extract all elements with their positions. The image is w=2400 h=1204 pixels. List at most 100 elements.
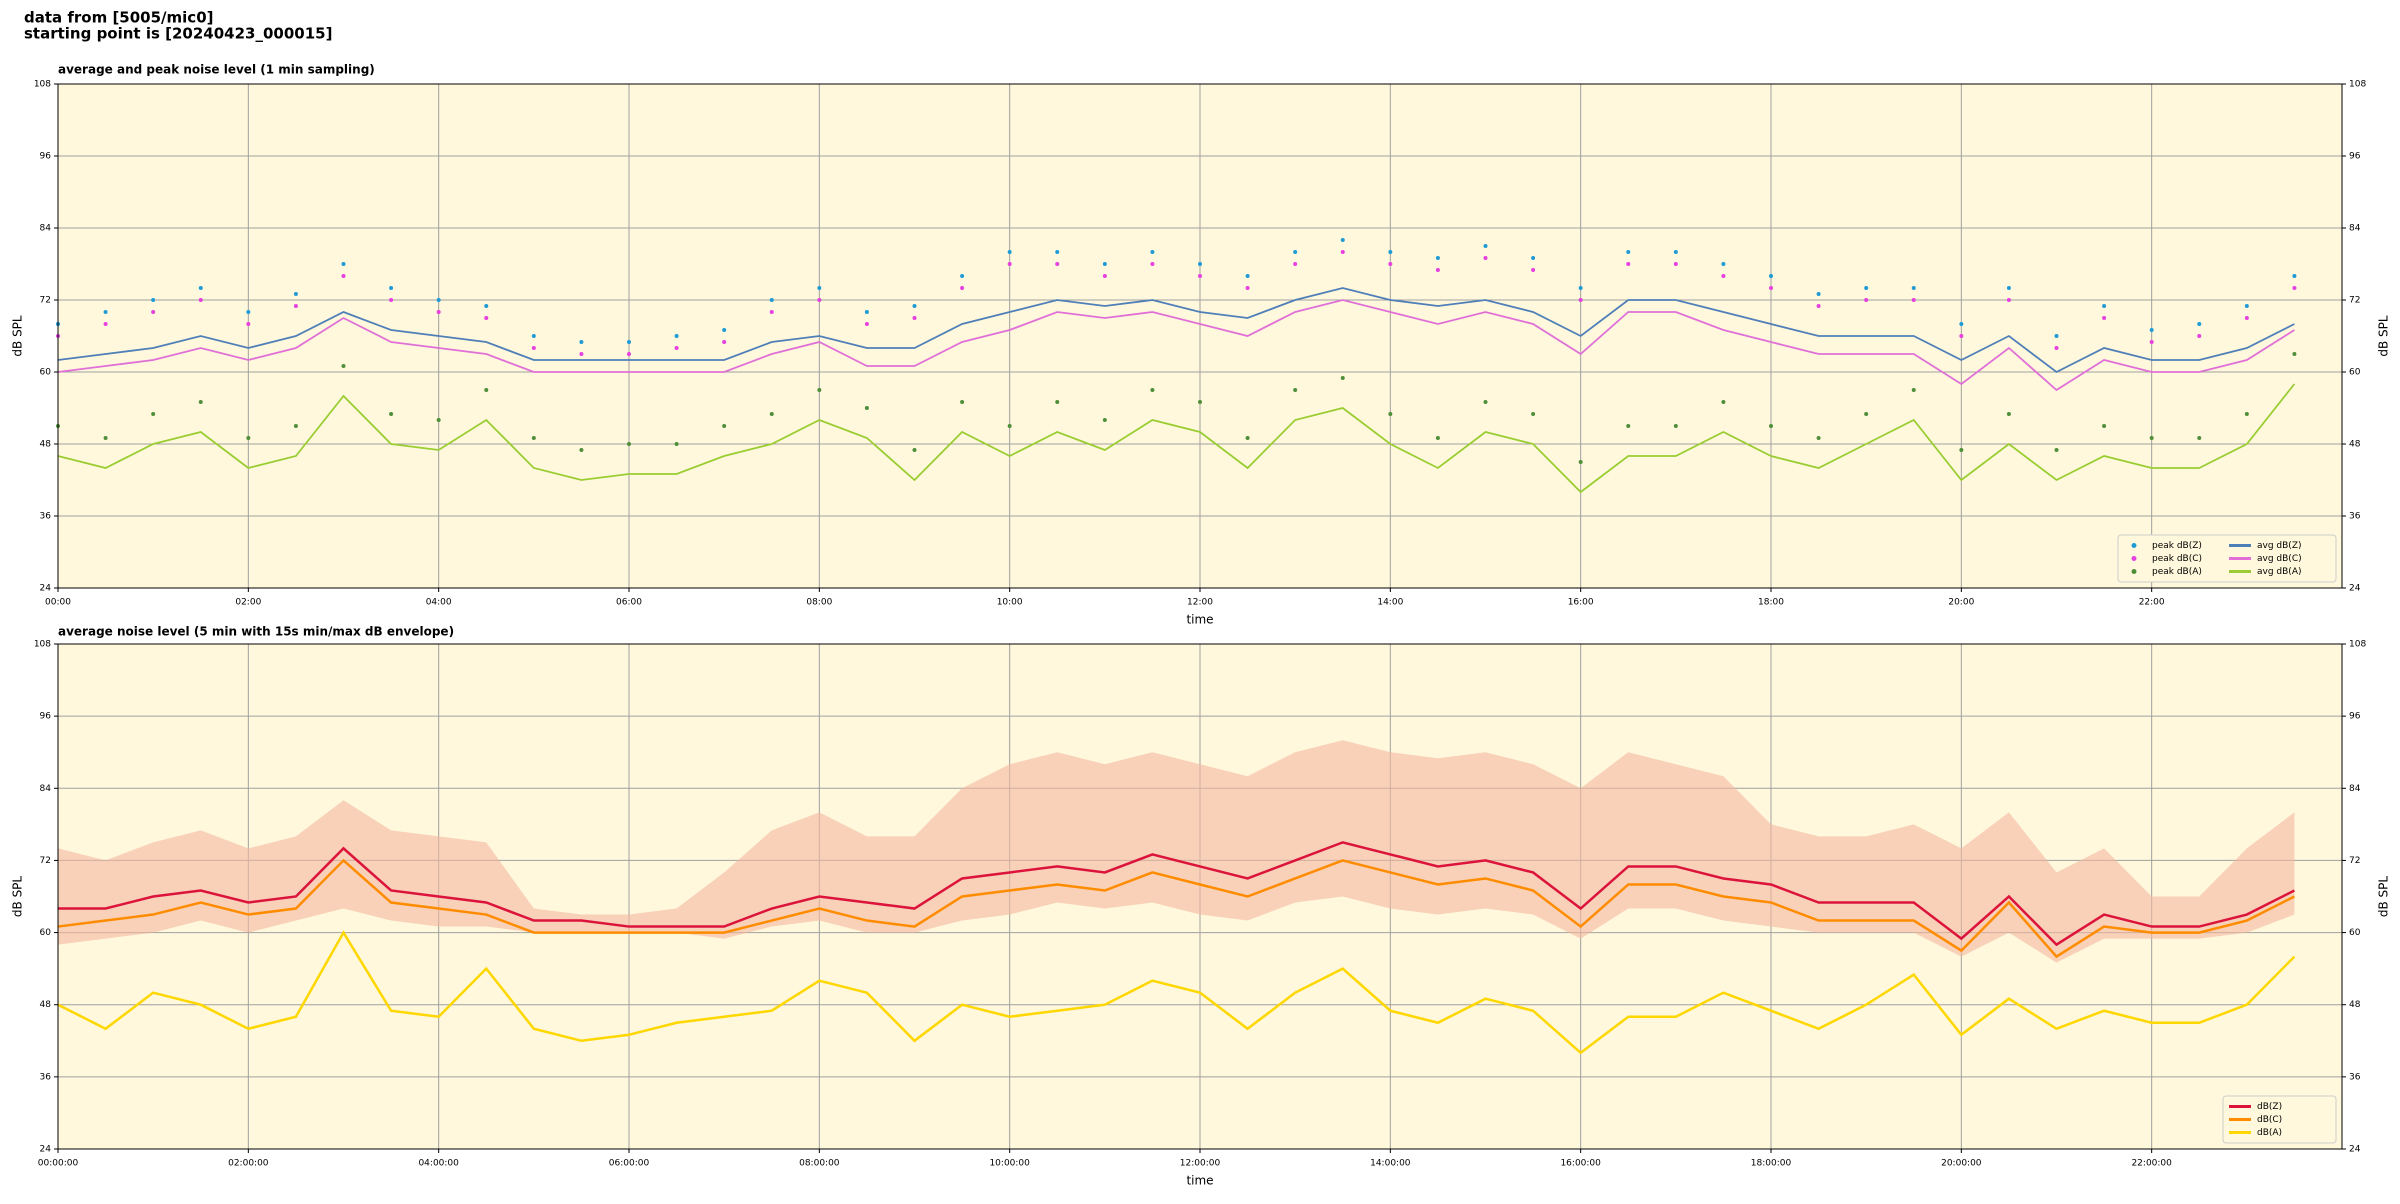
y-tick-label: 72: [40, 856, 51, 866]
peak-point: [769, 412, 774, 416]
peak-point: [1673, 250, 1678, 254]
peak-point: [1769, 424, 1773, 428]
y2-tick-label: 96: [2349, 152, 2361, 162]
peak-point: [2102, 304, 2107, 308]
series-line: [57, 383, 2296, 494]
peak-point: [1626, 424, 1631, 428]
peak-point: [2006, 298, 2011, 302]
y-axis-label: dB SPL: [11, 876, 25, 918]
y2-tick-label: 60: [2349, 368, 2361, 378]
peak-point: [2102, 316, 2107, 320]
peak-point: [1388, 250, 1393, 254]
peak-point: [1673, 424, 1678, 428]
peak-point: [2102, 424, 2107, 428]
peak-point: [2149, 436, 2154, 440]
peak-point: [1959, 334, 1964, 338]
peak-point: [1102, 418, 1107, 422]
peak-point: [2292, 352, 2297, 356]
peak-point: [1531, 256, 1536, 260]
x-tick-label: 06:00: [616, 598, 642, 608]
peak-point: [1388, 412, 1393, 416]
peak-point: [436, 310, 441, 314]
peak-point: [1150, 388, 1155, 392]
x-tick-label: 12:00:00: [1180, 1159, 1221, 1169]
peak-point: [864, 322, 869, 326]
peak-point: [1531, 412, 1536, 416]
legend-marker: [2131, 543, 2137, 548]
y2-tick-label: 108: [2349, 80, 2366, 90]
y-axis-label: dB SPL: [11, 315, 25, 357]
peak-point: [1483, 244, 1488, 248]
peak-point: [769, 310, 774, 314]
peak-point: [198, 298, 203, 302]
peak-point: [1483, 256, 1488, 260]
peak-point: [1293, 388, 1298, 392]
legend-label: peak dB(C): [2152, 554, 2202, 564]
peak-point: [1007, 262, 1012, 266]
legend-label: peak dB(Z): [2152, 541, 2202, 551]
peak-point: [151, 298, 156, 302]
x-axis-label: time: [1186, 1174, 1213, 1188]
peak-point: [579, 448, 584, 452]
plot-frame: [57, 83, 2343, 589]
y-tick-label: 48: [40, 1000, 52, 1010]
peak-point: [1911, 298, 1916, 302]
peak-point: [1864, 412, 1869, 416]
peak-point: [674, 442, 679, 446]
peak-point: [1435, 436, 1440, 440]
y2-tick-label: 36: [2349, 1072, 2361, 1082]
y2-tick-label: 84: [2349, 224, 2361, 234]
peak-point: [960, 274, 965, 278]
x-tick-label: 18:00: [1758, 598, 1784, 608]
x-tick-label: 02:00:00: [228, 1159, 269, 1169]
y-tick-label: 36: [40, 512, 52, 522]
peak-point: [1721, 262, 1726, 266]
y2-tick-label: 24: [2349, 1145, 2361, 1155]
peak-point: [2054, 448, 2059, 452]
peak-point: [103, 310, 108, 314]
legend-label: avg dB(Z): [2257, 541, 2302, 551]
peak-point: [1245, 286, 1250, 290]
peak-point: [1055, 250, 1060, 254]
peak-point: [864, 406, 869, 410]
x-tick-label: 20:00:00: [1941, 1159, 1982, 1169]
peak-point: [531, 436, 536, 440]
peak-point: [1578, 460, 1583, 464]
x-tick-label: 08:00: [806, 598, 832, 608]
peak-point: [2244, 304, 2249, 308]
peak-point: [2197, 322, 2202, 326]
peak-point: [1578, 286, 1583, 290]
peak-point: [151, 310, 156, 314]
peak-point: [2244, 412, 2249, 416]
y-tick-label: 108: [34, 640, 51, 650]
peak-point: [627, 352, 631, 356]
peak-point: [1959, 322, 1964, 326]
x-tick-label: 00:00: [45, 598, 71, 608]
x-tick-label: 10:00: [997, 598, 1023, 608]
x-tick-label: 06:00:00: [609, 1159, 650, 1169]
peak-point: [1864, 286, 1869, 290]
legend-label: dB(C): [2257, 1115, 2282, 1125]
y-tick-label: 60: [40, 368, 52, 378]
peak-point: [293, 292, 298, 296]
peak-point: [1816, 292, 1821, 296]
legend-marker: [2131, 569, 2137, 574]
series-line: [57, 858, 2295, 959]
peak-point: [579, 340, 584, 344]
peak-point: [864, 310, 869, 314]
peak-point: [1340, 238, 1345, 242]
peak-point: [627, 442, 631, 446]
peak-point: [341, 262, 346, 266]
peak-point: [1007, 250, 1012, 254]
x-tick-label: 22:00:00: [2131, 1159, 2172, 1169]
series-line: [57, 287, 2295, 374]
peak-point: [293, 424, 298, 428]
peak-point: [484, 304, 489, 308]
x-tick-label: 16:00:00: [1560, 1159, 1601, 1169]
peak-point: [1340, 250, 1345, 254]
y2-tick-label: 60: [2349, 928, 2361, 938]
x-tick-label: 16:00: [1568, 598, 1594, 608]
peak-point: [436, 418, 441, 422]
legend-label: dB(Z): [2257, 1102, 2282, 1112]
peak-point: [2292, 274, 2297, 278]
